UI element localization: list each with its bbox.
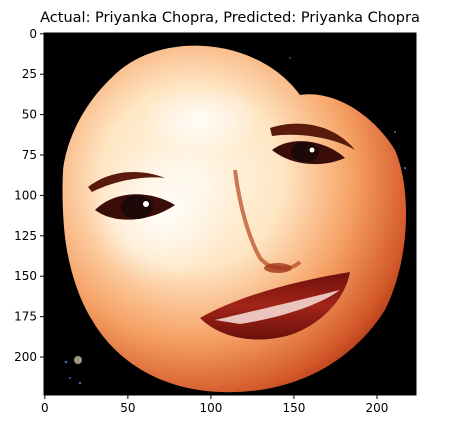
chart-title: Actual: Priyanka Chopra, Predicted: Priy… [40,10,420,26]
x-tick-label: 200 [366,401,389,415]
x-tick-label: 100 [199,401,222,415]
image-panel [44,33,416,395]
lips [200,272,350,340]
y-tick-label: 175 [14,310,37,324]
y-tick-label: 100 [14,188,37,202]
x-tick-label: 0 [41,401,49,415]
forehead-highlight [140,85,260,155]
hair-left [44,33,110,395]
left-eye [95,194,175,220]
y-tick-label: 50 [22,108,37,122]
nostril [264,263,292,273]
earring [74,356,82,364]
y-axis: 0 25 50 75 100 125 150 175 200 [14,27,44,364]
right-eye [272,141,345,165]
y-tick-label: 0 [29,27,37,41]
y-tick-label: 25 [22,67,37,81]
right-eyebrow [270,123,355,150]
hair-right [270,33,416,160]
x-axis: 0 50 100 150 200 [41,395,388,415]
x-tick-label: 50 [120,401,135,415]
y-tick-label: 75 [22,148,37,162]
plot-frame [43,32,417,396]
y-tick-label: 150 [14,269,37,283]
x-tick-label: 150 [282,401,305,415]
y-tick-label: 125 [14,229,37,243]
y-tick-label: 200 [14,350,37,364]
left-eyebrow [88,171,165,192]
